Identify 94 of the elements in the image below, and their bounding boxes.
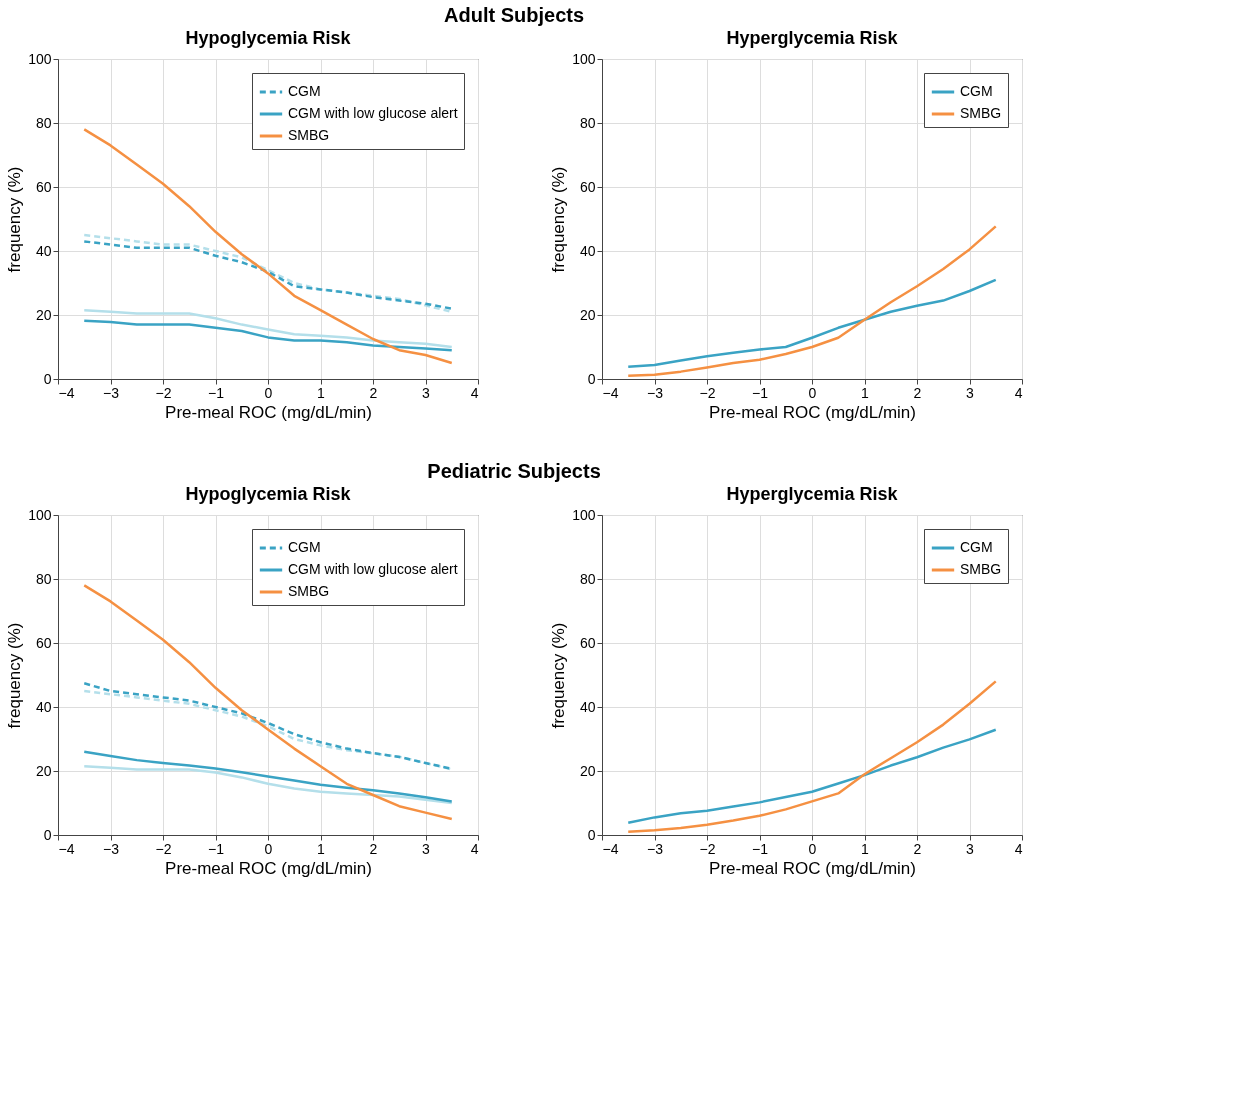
legend-label: CGM with low glucose alert	[288, 561, 458, 577]
line-series	[627, 278, 997, 369]
line-series	[83, 750, 453, 803]
legend-label: CGM	[288, 83, 321, 99]
x-tick-label: −4	[58, 384, 75, 401]
x-tick-label: 1	[861, 840, 870, 857]
line-series	[627, 225, 997, 378]
x-tick-label: 0	[264, 384, 273, 401]
x-tick-label: 3	[422, 840, 431, 857]
x-tick-label: 4	[1014, 840, 1023, 857]
x-tick-label: −4	[602, 840, 619, 857]
y-tick-label: 100	[572, 506, 596, 523]
y-tick-label: 40	[579, 242, 596, 259]
y-tick-label: 100	[28, 50, 52, 67]
legend-label: CGM	[960, 539, 993, 555]
text: Adult Subjects	[444, 3, 585, 26]
x-tick-label: −1	[752, 840, 769, 857]
x-tick-label: −1	[208, 840, 225, 857]
x-tick-label: −4	[58, 840, 75, 857]
x-tick-label: 4	[470, 840, 479, 857]
x-tick-label: 2	[913, 384, 922, 401]
y-tick-label: 0	[43, 826, 52, 843]
x-tick-label: −2	[699, 384, 716, 401]
line-series	[83, 128, 453, 365]
text: Pediatric Subjects	[427, 459, 601, 482]
y-tick-label: 40	[35, 242, 52, 259]
y-tick-label: 40	[35, 698, 52, 715]
x-tick-label: −2	[155, 840, 172, 857]
x-axis-title: Pre-meal ROC (mg/dL/min)	[165, 858, 372, 878]
line-series	[627, 728, 997, 825]
x-tick-label: −1	[752, 384, 769, 401]
x-tick-label: −2	[155, 384, 172, 401]
x-tick-label: −4	[602, 384, 619, 401]
x-tick-label: 4	[1014, 384, 1023, 401]
x-tick-label: 0	[808, 840, 817, 857]
y-tick-label: 0	[587, 370, 596, 387]
y-axis-title: frequency (%)	[5, 166, 25, 273]
y-tick-label: 80	[35, 570, 52, 587]
x-axis-title: Pre-meal ROC (mg/dL/min)	[709, 402, 916, 422]
legend-label: SMBG	[960, 105, 1002, 121]
chart-title: Hypoglycemia Risk	[185, 484, 352, 504]
line-series	[83, 319, 453, 352]
y-tick-label: 100	[28, 506, 52, 523]
y-tick-label: 0	[43, 370, 52, 387]
x-tick-label: 1	[317, 384, 326, 401]
x-tick-label: 1	[317, 840, 326, 857]
chart-title: Hypoglycemia Risk	[185, 28, 352, 48]
x-tick-label: 2	[913, 840, 922, 857]
x-tick-label: −3	[103, 384, 120, 401]
x-tick-label: 0	[264, 840, 273, 857]
x-tick-label: 2	[369, 840, 378, 857]
y-tick-label: 80	[579, 570, 596, 587]
legend-label: CGM	[960, 83, 993, 99]
y-tick-label: 20	[579, 762, 596, 779]
chart-title: Hyperglycemia Risk	[726, 484, 899, 504]
x-tick-label: 3	[966, 840, 975, 857]
y-tick-label: 60	[35, 634, 52, 651]
x-tick-label: −1	[208, 384, 225, 401]
y-tick-label: 80	[579, 114, 596, 131]
y-tick-label: 20	[35, 306, 52, 323]
x-axis-title: Pre-meal ROC (mg/dL/min)	[165, 402, 372, 422]
x-tick-label: 2	[369, 384, 378, 401]
y-tick-label: 60	[579, 178, 596, 195]
x-tick-label: 4	[470, 384, 479, 401]
legend-label: SMBG	[288, 583, 330, 599]
legend-label: CGM with low glucose alert	[288, 105, 458, 121]
y-axis-title: frequency (%)	[5, 622, 25, 729]
x-tick-label: −3	[647, 840, 664, 857]
x-axis-title: Pre-meal ROC (mg/dL/min)	[709, 858, 916, 878]
line-series	[83, 308, 453, 349]
chart-title: Hyperglycemia Risk	[726, 28, 899, 48]
y-tick-label: 20	[579, 306, 596, 323]
y-axis-title: frequency (%)	[549, 622, 569, 729]
legend-label: CGM	[288, 539, 321, 555]
y-tick-label: 80	[35, 114, 52, 131]
x-tick-label: −3	[647, 384, 664, 401]
y-tick-label: 0	[587, 826, 596, 843]
y-tick-label: 20	[35, 762, 52, 779]
y-tick-label: 60	[579, 634, 596, 651]
y-tick-label: 40	[579, 698, 596, 715]
x-tick-label: 3	[422, 384, 431, 401]
y-tick-label: 60	[35, 178, 52, 195]
legend-label: SMBG	[960, 561, 1002, 577]
line-series	[627, 680, 997, 834]
line-series	[83, 764, 453, 805]
x-tick-label: −3	[103, 840, 120, 857]
x-tick-label: 0	[808, 384, 817, 401]
x-tick-label: 1	[861, 384, 870, 401]
y-axis-title: frequency (%)	[549, 166, 569, 273]
line-series	[83, 584, 453, 821]
y-tick-label: 100	[572, 50, 596, 67]
x-tick-label: −2	[699, 840, 716, 857]
legend-label: SMBG	[288, 127, 330, 143]
x-tick-label: 3	[966, 384, 975, 401]
